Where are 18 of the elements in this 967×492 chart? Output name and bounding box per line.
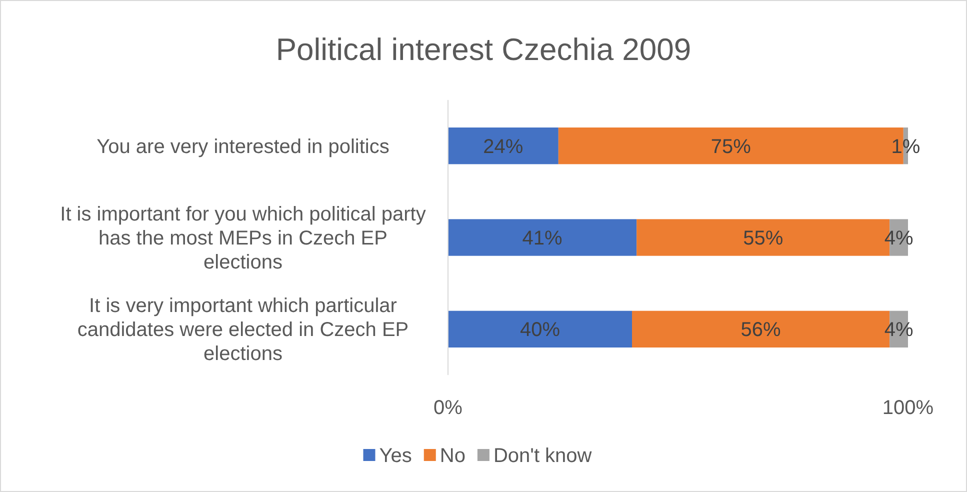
legend-label: Yes	[379, 445, 412, 467]
y-tick-label: You are very interested in politics	[96, 136, 390, 158]
x-tick-label: 0%	[434, 397, 463, 419]
data-label: 55%	[743, 228, 784, 250]
bar	[448, 310, 632, 348]
data-label: 24%	[483, 136, 524, 158]
x-tick-label: 100%	[882, 397, 934, 419]
legend-label: No	[440, 445, 466, 467]
y-tick-label: It is very important which particular candidates were elected in Czech EP elections	[77, 295, 409, 366]
chart-title: Political interest Czechia 2009	[276, 32, 692, 67]
data-label: 40%	[520, 319, 560, 342]
legend-label: Don't know	[493, 445, 592, 467]
bar	[448, 219, 637, 256]
y-tick-label: It is important for you which political party has the most MEPs in Czech EP elections	[60, 204, 426, 274]
data-label: 41%	[522, 228, 563, 250]
bar	[448, 128, 558, 164]
data-label: 56%	[740, 319, 782, 342]
data-label: 75%	[710, 136, 752, 158]
